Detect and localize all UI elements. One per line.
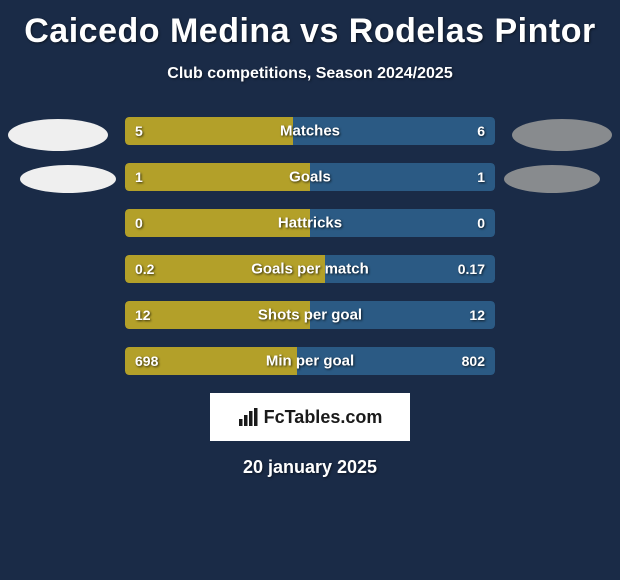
- stat-label: Goals: [289, 169, 331, 186]
- stat-row: 698 802 Min per goal: [125, 347, 495, 375]
- stat-value-right: 12: [469, 307, 485, 323]
- stat-value-right: 6: [477, 123, 485, 139]
- stat-value-right: 0.17: [458, 261, 485, 277]
- stat-bar-left: [125, 163, 310, 191]
- logo-text: FcTables.com: [264, 407, 383, 428]
- date-label: 20 january 2025: [0, 457, 620, 478]
- subtitle: Club competitions, Season 2024/2025: [0, 65, 620, 83]
- stat-label: Hattricks: [278, 215, 342, 232]
- stat-row: 0 0 Hattricks: [125, 209, 495, 237]
- stat-label: Goals per match: [251, 261, 369, 278]
- stat-bar-left: [125, 117, 293, 145]
- stat-value-right: 1: [477, 169, 485, 185]
- stat-value-right: 802: [462, 353, 485, 369]
- player-left-oval-1: [8, 119, 108, 151]
- stat-value-left: 0: [135, 215, 143, 231]
- player-left-oval-2: [20, 165, 116, 193]
- stat-bar-right: [310, 163, 495, 191]
- stat-label: Shots per goal: [258, 307, 362, 324]
- stat-value-left: 0.2: [135, 261, 154, 277]
- stat-value-left: 1: [135, 169, 143, 185]
- player-right-oval-1: [512, 119, 612, 151]
- stat-row: 0.2 0.17 Goals per match: [125, 255, 495, 283]
- player-right-oval-2: [504, 165, 600, 193]
- stat-row: 12 12 Shots per goal: [125, 301, 495, 329]
- stat-value-left: 12: [135, 307, 151, 323]
- comparison-area: 5 6 Matches 1 1 Goals 0 0 Hattricks 0.2 0.17 Goals …: [0, 117, 620, 375]
- stat-row: 5 6 Matches: [125, 117, 495, 145]
- stat-bars: 5 6 Matches 1 1 Goals 0 0 Hattricks 0.2 0.17 Goals …: [125, 117, 495, 375]
- stat-label: Min per goal: [266, 353, 354, 370]
- page-title: Caicedo Medina vs Rodelas Pintor: [0, 0, 620, 51]
- bar-chart-icon: [238, 407, 258, 427]
- stat-row: 1 1 Goals: [125, 163, 495, 191]
- stat-value-left: 698: [135, 353, 158, 369]
- stat-label: Matches: [280, 123, 340, 140]
- stat-value-left: 5: [135, 123, 143, 139]
- stat-value-right: 0: [477, 215, 485, 231]
- fctables-logo: FcTables.com: [210, 393, 410, 441]
